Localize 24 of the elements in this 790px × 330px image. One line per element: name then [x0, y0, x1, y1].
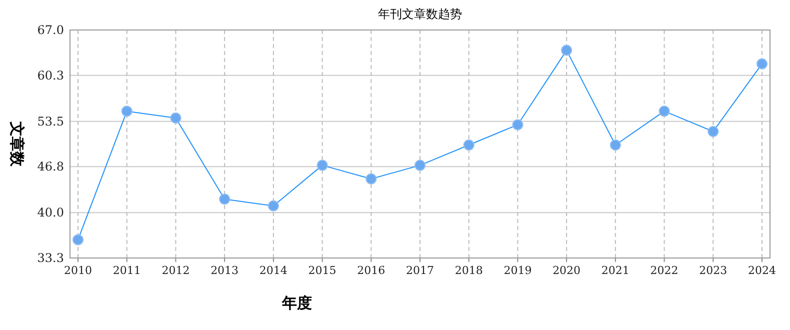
y-tick-label: 67.0 — [37, 23, 64, 37]
x-tick-label: 2024 — [748, 264, 776, 277]
x-tick-label: 2023 — [699, 264, 728, 277]
y-tick-label: 33.3 — [37, 251, 64, 265]
chart-title: 年刊文章数趋势 — [378, 7, 462, 21]
x-tick-label: 2014 — [259, 264, 288, 277]
x-tick-label: 2011 — [112, 264, 141, 277]
x-tick-label: 2010 — [64, 264, 92, 277]
x-axis-title: 年度 — [281, 294, 312, 312]
x-tick-label: 2021 — [601, 264, 630, 277]
x-tick-label: 2016 — [357, 264, 386, 277]
x-tick-label: 2015 — [308, 264, 336, 277]
y-axis-title: 文章数 — [8, 120, 26, 168]
y-tick-label: 53.5 — [37, 114, 64, 128]
y-tick-label: 60.3 — [37, 68, 64, 82]
x-tick-label: 2018 — [454, 264, 483, 277]
y-tick-label: 40.0 — [37, 206, 64, 220]
x-tick-label: 2022 — [650, 264, 678, 277]
x-tick-label: 2012 — [162, 264, 190, 277]
x-tick-label: 2019 — [504, 264, 532, 277]
x-tick-label: 2017 — [406, 264, 434, 277]
y-tick-label: 46.8 — [37, 160, 64, 174]
x-tick-label: 2013 — [210, 264, 239, 277]
x-tick-label: 2020 — [552, 264, 581, 277]
